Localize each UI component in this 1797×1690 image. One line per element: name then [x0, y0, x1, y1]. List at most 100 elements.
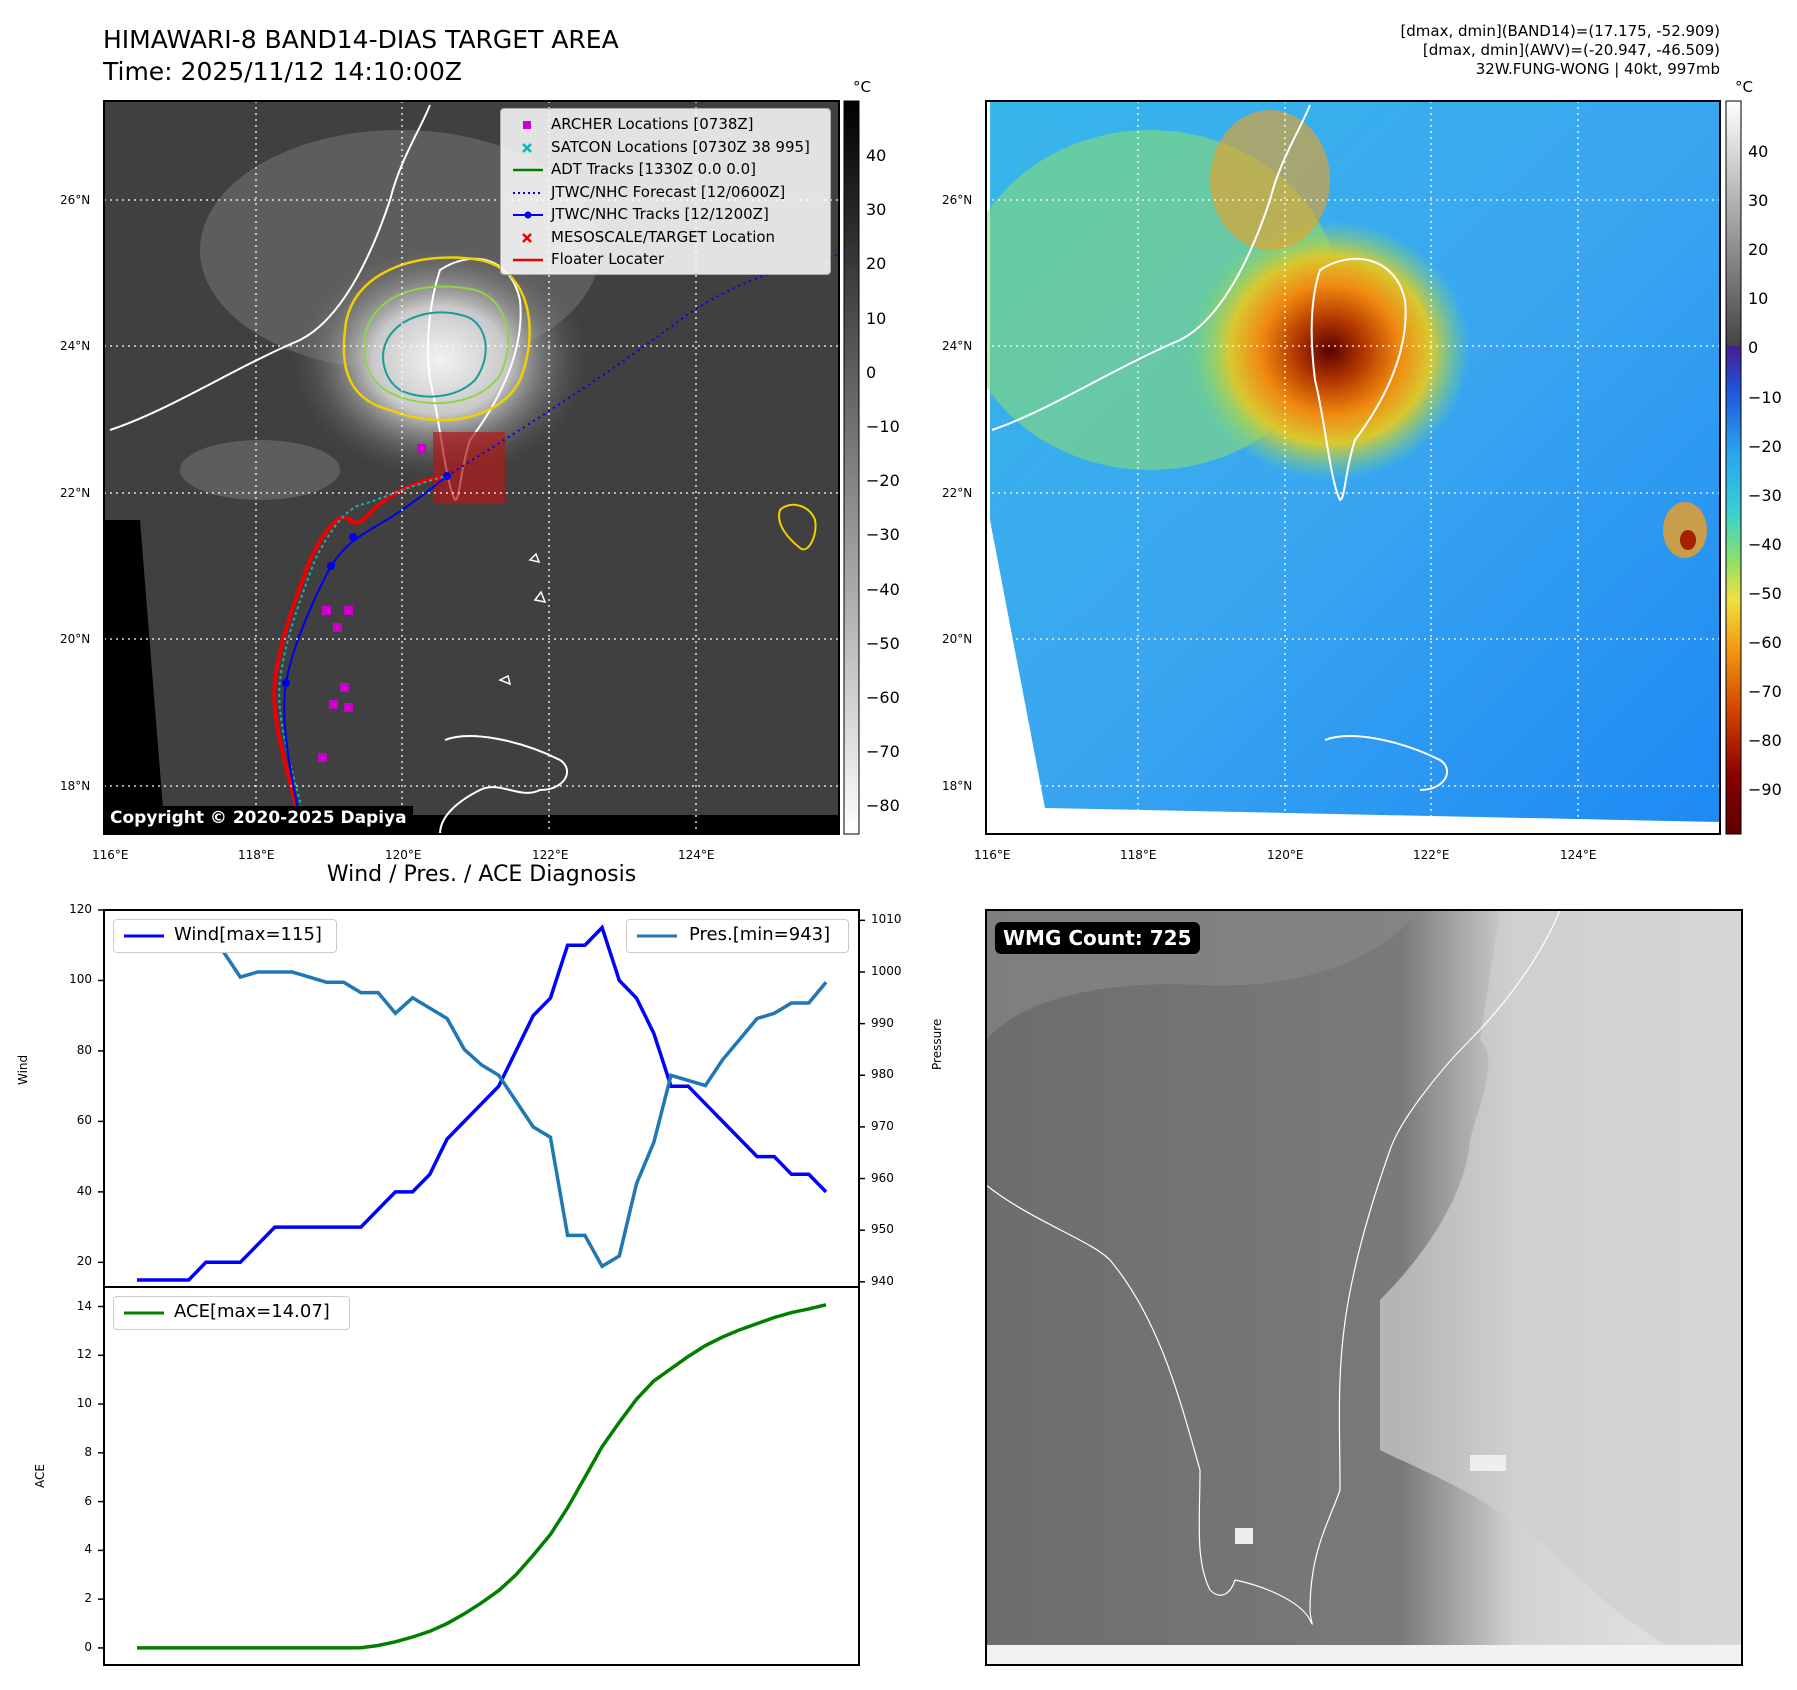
- floater-box: [433, 432, 505, 504]
- wv-colorbar-tick: 10: [1748, 289, 1769, 309]
- ace-legend-label: ACE[max=14.07]: [174, 1301, 330, 1322]
- axis-tick-label: 120: [69, 902, 92, 916]
- ace-axis-label: ACE: [33, 1464, 47, 1488]
- ir-legend-item: SATCON Locations [0730Z 38 995]: [501, 137, 830, 159]
- ace-frame: [103, 1286, 860, 1666]
- ir-legend-label: ADT Tracks [1330Z 0.0 0.0]: [551, 160, 756, 178]
- ir-no-data-region: [104, 520, 165, 834]
- lat-tick-18-wv: 18°N: [942, 779, 973, 793]
- wv-colorbar-tick: −60: [1748, 633, 1782, 652]
- ir-colorbar-tick: −60: [866, 688, 900, 707]
- ir-legend-label: MESOSCALE/TARGET Location: [551, 227, 776, 246]
- wv-colorbar-top: [1726, 101, 1741, 346]
- figure-time: Time: 2025/11/12 14:10:00Z: [103, 57, 462, 86]
- ir-legend-label: ARCHER Locations [0738Z]: [551, 115, 754, 133]
- lat-tick-18-ir: 18°N: [60, 779, 91, 793]
- ir-colorbar-tick: −40: [866, 579, 900, 599]
- pressure-legend-label: Pres.[min=943]: [689, 924, 831, 945]
- coastline-china: [109, 104, 431, 431]
- ir-legend-item: ARCHER Locations [0738Z]: [501, 114, 830, 136]
- axis-tick-label: 960: [871, 1170, 894, 1185]
- series-line-pres: [136, 929, 828, 1269]
- ir-colorbar-tick: 0: [866, 362, 877, 382]
- ir-legend-item: JTWC/NHC Forecast [12/0600Z]: [501, 182, 830, 204]
- ir-legend-symbol: [523, 121, 531, 129]
- coastline-luzon: [439, 735, 569, 834]
- ace-plot: [98, 1303, 827, 1650]
- ace-legend-swatch: [124, 1311, 164, 1315]
- axis-tick-label: 940: [871, 1273, 894, 1288]
- ir-legend-item: MESOSCALE/TARGET Location: [501, 227, 830, 249]
- wv-gridlines: [986, 101, 1720, 834]
- ir-legend-symbol: [522, 142, 532, 153]
- wv-colorbar-tick: −80: [1748, 731, 1782, 751]
- wv-colorbar-tick: −90: [1748, 780, 1782, 800]
- lon-tick-122-wv: 122°E: [1413, 848, 1450, 862]
- wind-pres-frame: [103, 909, 860, 1288]
- satcon-track: [278, 475, 448, 821]
- axis-tick-label: 10: [76, 1396, 92, 1411]
- lat-tick-22-wv: 22°N: [942, 486, 973, 500]
- axis-tick-label: 4: [84, 1542, 92, 1557]
- figure-title: HIMAWARI-8 BAND14-DIAS TARGET AREA: [103, 25, 619, 54]
- ir-colorbar-tick: 10: [866, 308, 887, 328]
- wv-frame: [985, 100, 1721, 835]
- ir-colorbar-tick: −70: [866, 742, 900, 762]
- wv-colorbar-tick: 40: [1748, 142, 1769, 161]
- lat-tick-20-wv: 20°N: [942, 632, 973, 646]
- copyright-badge: Copyright © 2020-2025 Dapiya: [104, 806, 413, 830]
- wv-cold-core: [1190, 220, 1470, 480]
- wv-colorbar-tick: −30: [1748, 485, 1782, 505]
- axis-tick-label: 14: [76, 1298, 92, 1313]
- ir-colorbar-tick: −30: [866, 525, 900, 545]
- axis-tick-label: 950: [871, 1222, 894, 1237]
- ir-legend-symbol: [513, 168, 543, 172]
- ir-legend: ARCHER Locations [0738Z] SATCON Locations…: [500, 108, 831, 275]
- archer-points: [318, 444, 426, 762]
- wmg-count-badge: WMG Count: 725: [995, 922, 1200, 954]
- axis-tick-label: 80: [76, 1042, 92, 1057]
- axis-tick-label: 1010: [871, 912, 902, 927]
- diagnosis-title: Wind / Pres. / ACE Diagnosis: [326, 862, 637, 887]
- stats-band14: [dmax, dmin](BAND14)=(17.175, -52.909): [1400, 22, 1720, 40]
- axis-tick-label: 990: [871, 1015, 894, 1030]
- lon-tick-118-ir: 118°E: [238, 848, 275, 862]
- ir-legend-item: ADT Tracks [1330Z 0.0 0.0]: [501, 159, 830, 181]
- ir-colorbar-tick: 40: [866, 146, 887, 165]
- wind-pres-plot: [98, 909, 865, 1283]
- stats-awv: [dmax, dmin](AWV)=(-20.947, -46.509): [1422, 41, 1720, 59]
- wv-map: [986, 101, 1720, 834]
- contour-outer: [342, 256, 531, 422]
- lon-tick-116-wv: 116°E: [974, 848, 1011, 862]
- axis-tick-label: 8: [84, 1444, 92, 1459]
- ir-colorbar-tick: −10: [866, 417, 900, 436]
- wind-legend: Wind[max=115]: [113, 919, 337, 953]
- lat-tick-26-wv: 26°N: [942, 193, 973, 207]
- wind-legend-label: Wind[max=115]: [174, 924, 322, 945]
- wv-colorbar-tick: −70: [1748, 682, 1782, 702]
- axis-tick-label: 60: [76, 1113, 92, 1128]
- axis-tick-label: 1000: [871, 963, 902, 978]
- axis-tick-label: 100: [69, 972, 92, 987]
- contour-inner: [382, 311, 487, 398]
- ir-legend-symbol: [522, 232, 532, 243]
- lon-tick-120-ir: 120°E: [385, 848, 422, 862]
- axis-tick-label: 0: [84, 1639, 92, 1654]
- cloud-core: [290, 240, 590, 480]
- ir-frame: [103, 100, 840, 835]
- wv-colorbar-unit: °C: [1735, 78, 1753, 96]
- pressure-axis-label: Pressure: [930, 1018, 944, 1070]
- axis-tick-label: 980: [871, 1067, 894, 1082]
- ir-colorbar-tick: 30: [866, 200, 887, 220]
- series-line-ace: [137, 1303, 827, 1650]
- ir-colorbar-tick: −20: [866, 471, 900, 491]
- best-track: [283, 475, 448, 821]
- lon-tick-124-ir: 124°E: [678, 848, 715, 862]
- ace-legend: ACE[max=14.07]: [113, 1296, 350, 1330]
- axis-tick-label: 12: [76, 1347, 92, 1362]
- lat-tick-20-ir: 20°N: [60, 632, 91, 646]
- stats-block: [dmax, dmin](BAND14)=(17.175, -52.909) […: [1400, 22, 1720, 79]
- wind-legend-swatch: [124, 934, 164, 938]
- storm-info: 32W.FUNG-WONG | 40kt, 997mb: [1475, 60, 1720, 78]
- lat-tick-26-ir: 26°N: [60, 193, 91, 207]
